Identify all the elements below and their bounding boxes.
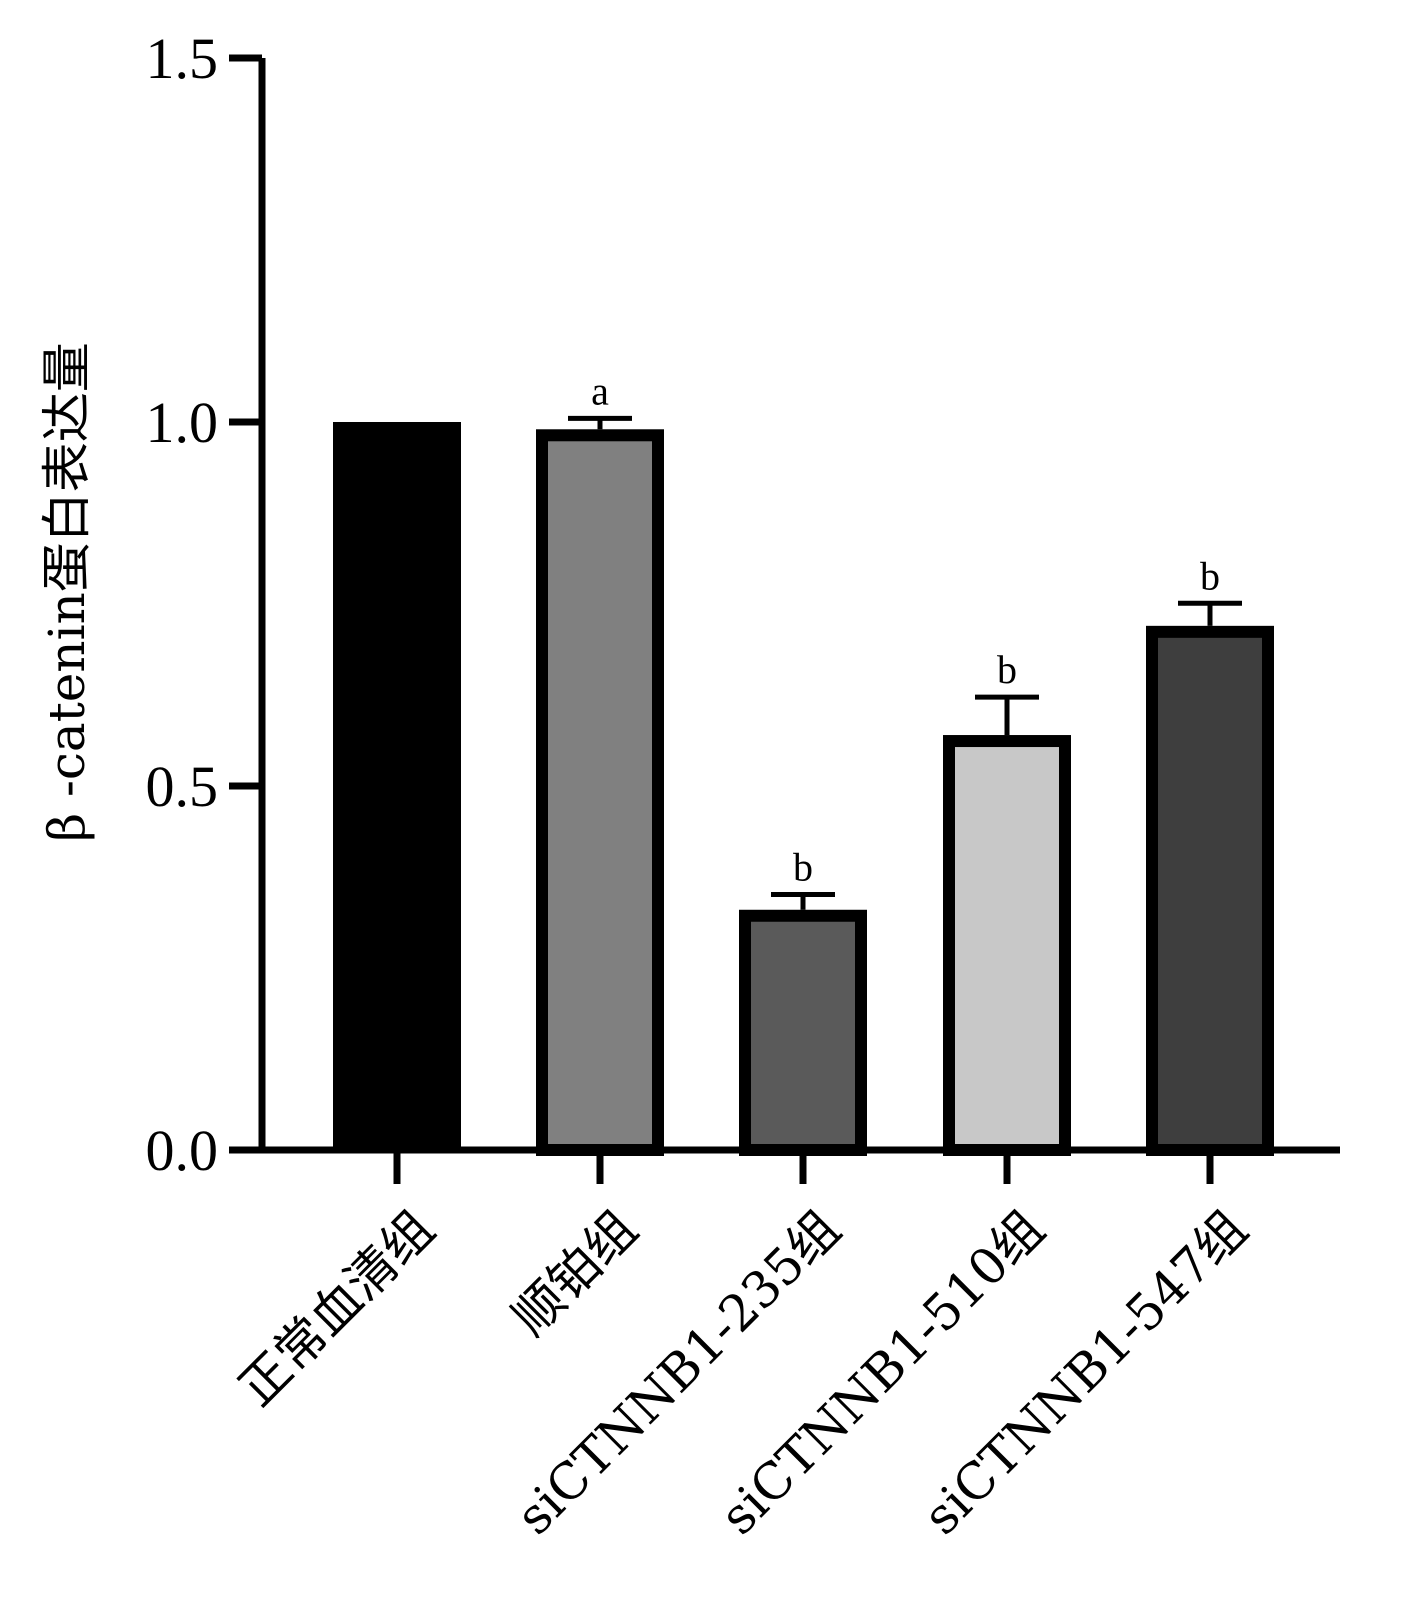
significance-label: b <box>1200 553 1220 598</box>
significance-labels-group: a b b b <box>591 368 1220 889</box>
bar <box>943 735 1071 1156</box>
significance-label: b <box>793 844 813 889</box>
error-bars-group <box>568 415 1242 910</box>
bar <box>1146 625 1274 1156</box>
y-axis-label: β -catenin蛋白表达量 <box>38 342 96 842</box>
bar <box>739 909 867 1157</box>
x-tick-label: 正常血清组 <box>228 1199 446 1417</box>
y-tick-label: 1.0 <box>146 390 219 455</box>
y-tick-label: 0.5 <box>146 754 219 819</box>
bar <box>333 422 461 1150</box>
x-tick-label: 顺铂组 <box>501 1199 648 1346</box>
bars-group <box>333 422 1274 1157</box>
y-tick-label: 0.0 <box>146 1118 219 1183</box>
y-tick-label: 1.5 <box>146 26 219 91</box>
x-ticks-group: 正常血清组 顺铂组siCTNNB1-235组siCTNNB1-510组siCTNN… <box>228 1150 1258 1546</box>
y-ticks-group: 0.0 0.5 1.0 1.5 <box>146 26 262 1183</box>
bar <box>536 429 664 1156</box>
significance-label: a <box>591 368 609 413</box>
significance-label: b <box>997 647 1017 692</box>
